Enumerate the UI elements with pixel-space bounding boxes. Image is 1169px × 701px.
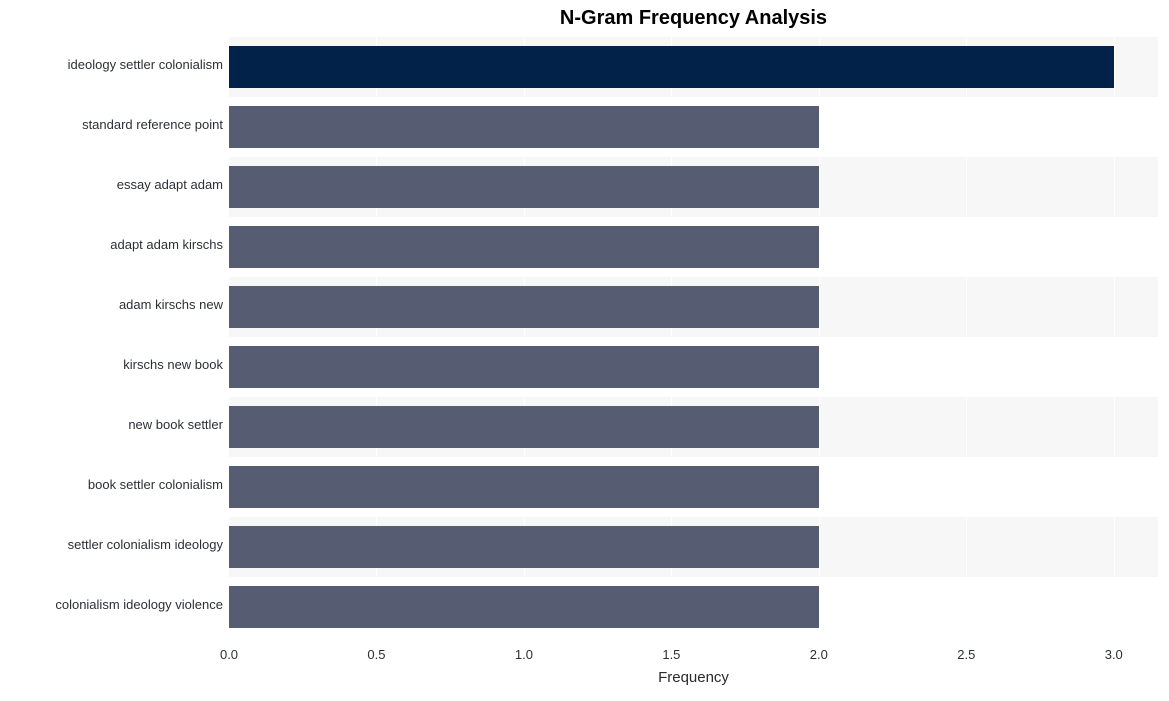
x-tick-label: 3.0 <box>1105 647 1123 662</box>
x-tick-label: 1.0 <box>515 647 533 662</box>
bar <box>229 166 819 208</box>
bar <box>229 526 819 568</box>
bar <box>229 106 819 148</box>
y-tick-label: settler colonialism ideology <box>68 537 223 552</box>
y-tick-label: colonialism ideology violence <box>55 597 223 612</box>
y-tick-label: essay adapt adam <box>117 177 223 192</box>
bar <box>229 586 819 628</box>
x-tick-label: 2.0 <box>810 647 828 662</box>
grid-vline <box>819 37 820 637</box>
bar <box>229 226 819 268</box>
y-tick-label: new book settler <box>128 417 223 432</box>
y-tick-label: adam kirschs new <box>119 297 223 312</box>
y-tick-label: adapt adam kirschs <box>110 237 223 252</box>
grid-vline <box>966 37 967 637</box>
x-tick-label: 0.5 <box>367 647 385 662</box>
bar <box>229 46 1114 88</box>
bar <box>229 346 819 388</box>
plot-area <box>229 37 1158 637</box>
x-tick-label: 2.5 <box>957 647 975 662</box>
bar <box>229 466 819 508</box>
x-tick-label: 1.5 <box>662 647 680 662</box>
y-tick-label: kirschs new book <box>123 357 223 372</box>
y-tick-label: ideology settler colonialism <box>68 57 223 72</box>
bar <box>229 286 819 328</box>
y-tick-label: standard reference point <box>82 117 223 132</box>
x-axis-label: Frequency <box>658 669 729 686</box>
chart-title: N-Gram Frequency Analysis <box>560 7 827 30</box>
ngram-frequency-chart: N-Gram Frequency Analysis ideology settl… <box>0 0 1169 701</box>
grid-vline <box>1114 37 1115 637</box>
y-tick-label: book settler colonialism <box>88 477 223 492</box>
bar <box>229 406 819 448</box>
x-tick-label: 0.0 <box>220 647 238 662</box>
